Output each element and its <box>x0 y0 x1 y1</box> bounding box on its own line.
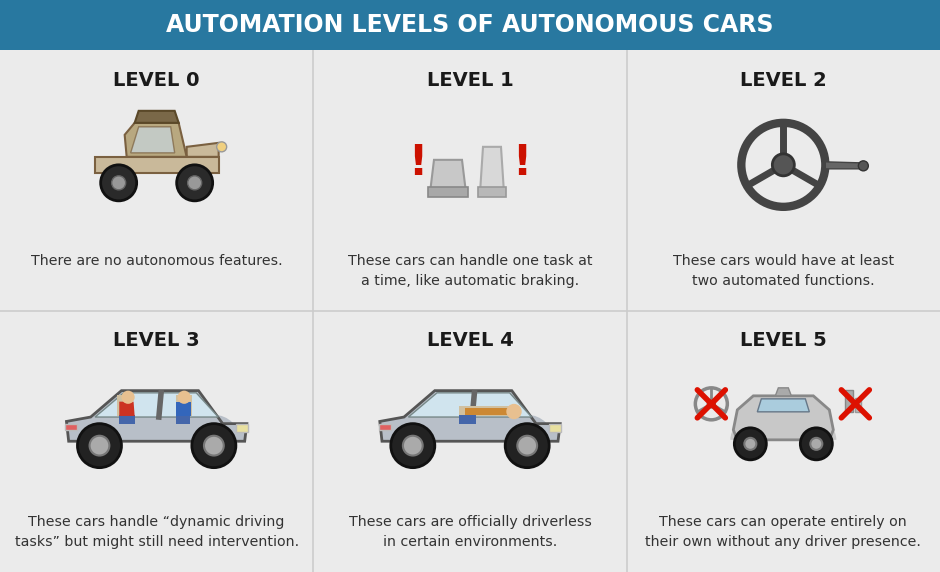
Text: These cars can operate entirely on
their own without any driver presence.: These cars can operate entirely on their… <box>646 515 921 549</box>
Text: These cars would have at least
two automated functions.: These cars would have at least two autom… <box>673 253 894 288</box>
Circle shape <box>77 424 121 468</box>
Circle shape <box>505 424 549 468</box>
Wedge shape <box>73 415 126 441</box>
Circle shape <box>216 142 227 152</box>
Polygon shape <box>119 402 134 416</box>
Polygon shape <box>131 127 175 153</box>
Circle shape <box>734 428 766 460</box>
Bar <box>855 398 861 412</box>
Circle shape <box>121 391 134 404</box>
Bar <box>845 390 854 412</box>
Wedge shape <box>386 415 439 441</box>
Polygon shape <box>119 415 134 424</box>
Circle shape <box>507 404 522 419</box>
Polygon shape <box>430 160 466 193</box>
Polygon shape <box>464 408 509 415</box>
Text: LEVEL 4: LEVEL 4 <box>427 332 513 351</box>
Bar <box>428 187 468 197</box>
Circle shape <box>810 438 822 450</box>
Wedge shape <box>796 420 837 440</box>
Polygon shape <box>459 415 476 424</box>
Circle shape <box>112 176 126 190</box>
Polygon shape <box>95 157 219 173</box>
Wedge shape <box>501 415 554 441</box>
Circle shape <box>188 176 202 190</box>
Circle shape <box>773 154 794 176</box>
Polygon shape <box>67 391 247 441</box>
Circle shape <box>101 165 136 201</box>
Polygon shape <box>187 143 219 157</box>
Text: AUTOMATION LEVELS OF AUTONOMOUS CARS: AUTOMATION LEVELS OF AUTONOMOUS CARS <box>166 13 774 37</box>
Polygon shape <box>758 399 809 412</box>
Circle shape <box>517 436 537 455</box>
Polygon shape <box>549 424 561 432</box>
Circle shape <box>89 436 109 455</box>
Circle shape <box>204 436 224 455</box>
Polygon shape <box>733 396 834 440</box>
Text: LEVEL 5: LEVEL 5 <box>740 332 826 351</box>
Bar <box>478 187 506 197</box>
Text: These cars are officially driverless
in certain environments.: These cars are officially driverless in … <box>349 515 591 549</box>
Text: LEVEL 2: LEVEL 2 <box>740 70 826 89</box>
Circle shape <box>800 428 832 460</box>
Polygon shape <box>825 162 860 169</box>
Circle shape <box>858 161 869 171</box>
Polygon shape <box>177 402 191 416</box>
Text: LEVEL 1: LEVEL 1 <box>427 70 513 89</box>
Text: LEVEL 0: LEVEL 0 <box>114 70 200 89</box>
Text: LEVEL 3: LEVEL 3 <box>114 332 200 351</box>
Circle shape <box>707 400 715 408</box>
Polygon shape <box>66 424 77 430</box>
Polygon shape <box>379 424 391 430</box>
Circle shape <box>744 438 757 450</box>
Polygon shape <box>480 147 504 193</box>
Circle shape <box>177 165 212 201</box>
Circle shape <box>391 424 435 468</box>
Text: !: ! <box>409 142 428 184</box>
Bar <box>0 0 940 50</box>
Wedge shape <box>187 415 241 441</box>
Polygon shape <box>408 393 532 417</box>
Polygon shape <box>776 388 791 396</box>
Polygon shape <box>134 111 179 123</box>
Text: There are no autonomous features.: There are no autonomous features. <box>31 253 283 268</box>
Polygon shape <box>177 395 192 416</box>
Polygon shape <box>459 406 514 416</box>
Text: These cars handle “dynamic driving
tasks” but might still need intervention.: These cars handle “dynamic driving tasks… <box>15 515 299 549</box>
Polygon shape <box>380 391 560 441</box>
Circle shape <box>403 436 423 455</box>
Text: These cars can handle one task at
a time, like automatic braking.: These cars can handle one task at a time… <box>348 253 592 288</box>
Polygon shape <box>95 393 218 417</box>
Circle shape <box>192 424 236 468</box>
Polygon shape <box>177 415 190 424</box>
Polygon shape <box>236 424 248 432</box>
Polygon shape <box>118 395 133 416</box>
Polygon shape <box>95 169 219 173</box>
Polygon shape <box>125 123 187 157</box>
Text: !: ! <box>512 142 531 184</box>
Wedge shape <box>730 420 771 440</box>
Circle shape <box>178 391 191 404</box>
